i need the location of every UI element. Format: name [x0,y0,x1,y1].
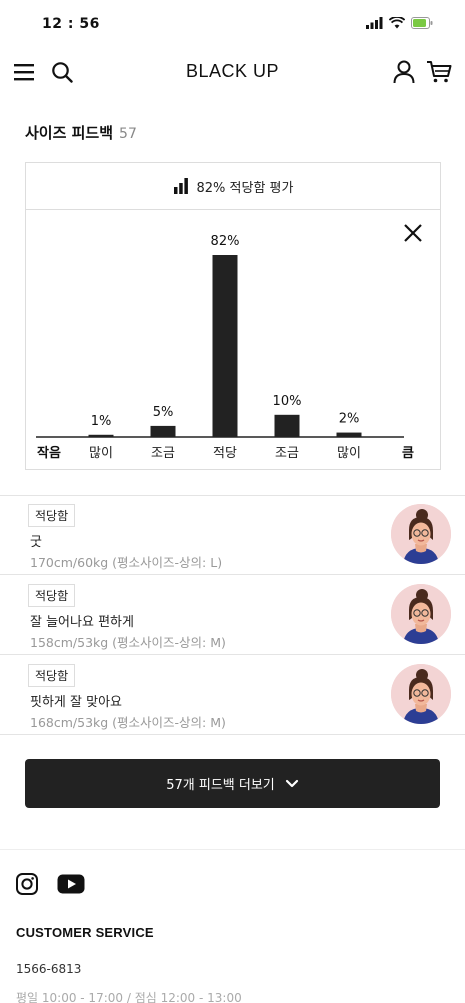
chevron-down-icon [285,779,298,787]
customer-service-title: CUSTOMER SERVICE [16,925,154,940]
chart-bar [274,414,300,437]
fit-badge: 적당함 [28,504,76,527]
chart-value-label: 82% [211,234,240,249]
woman-avatar-icon [391,664,451,724]
woman-avatar-icon [391,504,451,564]
wifi-icon [389,17,405,29]
chart-right-label: 큼 [402,446,414,461]
chart-value-label: 10% [273,394,302,409]
search-button[interactable] [48,58,76,86]
reviewer-info: 170cm/60kg (평소사이즈-상의: L) [30,555,223,570]
chart-category-label: 조금 [151,446,175,461]
chart-bar [212,255,238,437]
menu-button[interactable] [10,58,38,86]
chart-value-label: 1% [91,414,112,429]
chart-category-label: 많이 [89,446,113,461]
size-feedback-title: 사이즈 피드백 57 [25,122,137,143]
battery-icon [411,17,433,29]
brand-logo[interactable]: BLACK UP [185,61,280,81]
chart-bar [150,425,176,437]
chart-value-label: 2% [339,412,360,427]
status-bar: 12 : 56 [0,0,465,46]
review-item[interactable]: 적당함 잘 늘어나요 편하게 158cm/53kg (평소사이즈-상의: M) [0,576,465,655]
search-icon [52,62,73,83]
woman-avatar-icon [391,584,451,644]
user-icon [393,60,415,84]
more-feedback-button[interactable]: 57개 피드백 더보기 [25,759,440,808]
chart-bar [88,434,114,437]
avatar [391,664,451,724]
customer-service-hours: 평일 10:00 - 17:00 / 점심 12:00 - 13:00 [16,991,242,1003]
reviewer-info: 168cm/53kg (평소사이즈-상의: M) [30,715,226,730]
fit-summary-text: 82% 적당함 평가 [196,180,294,196]
review-item[interactable]: 적당함 핏하게 잘 맞아요 168cm/53kg (평소사이즈-상의: M) [0,656,465,735]
instagram-icon[interactable] [15,872,39,896]
fit-summary[interactable]: 82% 적당함 평가 [25,162,441,210]
hamburger-icon [14,64,34,81]
fit-badge: 적당함 [28,584,76,607]
review-comment: 잘 늘어나요 편하게 [30,615,134,630]
close-chart-button[interactable] [402,222,424,244]
feedback-count: 57 [119,126,137,142]
avatar [391,504,451,564]
review-comment: 굿 [30,535,42,550]
cart-icon [427,61,452,83]
chart-category-label: 적당 [213,446,237,461]
chart-category-label: 조금 [275,446,299,461]
social-links [15,872,85,896]
size-chart: 작음 큼 1% 많이 5% 조금 82% 적당 10% 조금 2% 많이 [25,210,441,470]
app-header: BLACK UP [0,50,465,94]
status-time: 12 : 56 [42,16,100,32]
cart-button[interactable] [425,58,453,86]
footer: CUSTOMER SERVICE 1566-6813 평일 10:00 - 17… [0,849,465,1003]
signal-icon [366,17,383,29]
chart-category-label: 많이 [337,446,361,461]
account-button[interactable] [390,58,418,86]
chart-bar [336,432,362,437]
chart-value-label: 5% [153,405,174,420]
section-title-text: 사이즈 피드백 [25,124,114,142]
customer-service-phone[interactable]: 1566-6813 [16,962,82,976]
review-comment: 핏하게 잘 맞아요 [30,695,122,710]
fit-badge: 적당함 [28,664,76,687]
reviewer-info: 158cm/53kg (평소사이즈-상의: M) [30,635,226,650]
review-item[interactable]: 적당함 굿 170cm/60kg (평소사이즈-상의: L) [0,496,465,575]
chart-left-label: 작음 [37,445,61,461]
bar-chart-icon [173,178,188,194]
status-icons [366,17,433,29]
size-chart-svg: 작음 큼 1% 많이 5% 조금 82% 적당 10% 조금 2% 많이 [36,234,414,461]
avatar [391,584,451,644]
more-feedback-label: 57개 피드백 더보기 [166,778,275,793]
review-list-top-divider [0,495,465,496]
youtube-icon[interactable] [57,874,85,894]
close-icon [404,224,422,242]
